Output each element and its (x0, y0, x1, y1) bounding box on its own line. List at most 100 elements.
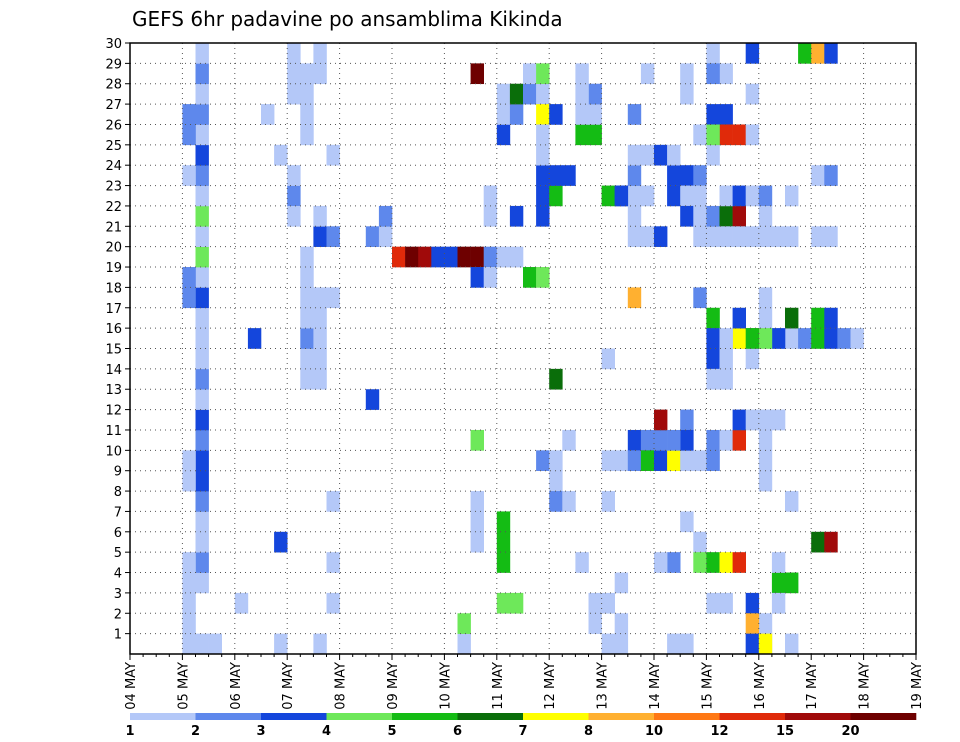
colorbar-swatch (850, 713, 917, 720)
heatmap-cell (300, 307, 314, 329)
heatmap-cell (627, 144, 642, 166)
heatmap-cell (313, 226, 327, 247)
heatmap-cell (496, 552, 511, 573)
y-axis-ticks: 1234567891011121314151617181920212223242… (105, 37, 130, 643)
heatmap-cell (706, 205, 720, 227)
x-tick-label: 13 MAY (596, 662, 611, 710)
heatmap-cell (732, 409, 746, 431)
heatmap-cell (195, 43, 209, 64)
heatmap-cell (536, 63, 550, 85)
heatmap-cell (208, 633, 222, 655)
x-tick-label: 12 MAY (543, 662, 558, 710)
heatmap-cell (745, 328, 760, 349)
heatmap-cell (300, 246, 314, 268)
heatmap-cell (588, 83, 602, 105)
y-tick-label: 8 (114, 485, 122, 500)
heatmap-cell (261, 104, 275, 125)
heatmap-cell (195, 633, 209, 655)
heatmap-cell (575, 83, 589, 105)
heatmap-cell (182, 470, 196, 492)
heatmap-cell (523, 83, 537, 105)
colorbar-swatch (261, 713, 327, 720)
y-tick-label: 18 (105, 281, 122, 296)
heatmap-cell (562, 429, 576, 451)
heatmap-cell (640, 226, 655, 247)
heatmap-cell (680, 165, 694, 186)
heatmap-cell (536, 267, 550, 288)
x-tick-label: 07 MAY (281, 662, 296, 710)
y-tick-label: 6 (114, 526, 122, 541)
heatmap-cell (627, 165, 642, 186)
heatmap-cell (300, 83, 314, 105)
heatmap-cell (745, 226, 760, 247)
heatmap-cell (496, 124, 511, 146)
x-tick-label: 11 MAY (491, 662, 506, 710)
heatmap-cell (182, 572, 196, 594)
heatmap-cell (431, 246, 445, 268)
heatmap-cell (654, 144, 668, 166)
colorbar: 1 2 3 4 5 6 7 8 10 12 15 20 (125, 713, 917, 739)
heatmap-cell (588, 592, 602, 614)
heatmap-cell (706, 43, 720, 64)
heatmap-cell (326, 287, 340, 309)
heatmap-cell (195, 124, 209, 146)
heatmap-cell (300, 287, 314, 309)
heatmap-cell (732, 185, 746, 207)
heatmap-cell (195, 409, 209, 431)
heatmap-cell (195, 328, 209, 349)
heatmap-cell (680, 633, 694, 655)
heatmap-cell (470, 511, 484, 533)
heatmap-cell (614, 450, 629, 471)
heatmap-cell (378, 205, 393, 227)
y-tick-label: 5 (114, 546, 122, 561)
heatmap-cell (706, 124, 720, 146)
heatmap-cell (483, 205, 498, 227)
heatmap-cell (234, 592, 249, 614)
heatmap-cell (562, 491, 576, 512)
heatmap-cell (601, 491, 615, 512)
heatmap-cell (732, 124, 746, 146)
heatmap-cell (732, 205, 746, 227)
heatmap-cell (182, 592, 196, 614)
heatmap-cell (575, 552, 589, 573)
heatmap-cell (195, 83, 209, 105)
x-tick-label: 14 MAY (648, 662, 663, 710)
heatmap-cell (654, 429, 668, 451)
heatmap-cell (182, 287, 196, 309)
colorbar-swatch (457, 713, 524, 720)
heatmap-cell (313, 43, 327, 64)
heatmap-cells (182, 43, 864, 655)
heatmap-cell (758, 307, 773, 329)
heatmap-cell (837, 328, 851, 349)
heatmap-cell (706, 368, 720, 390)
heatmap-cell (693, 124, 707, 146)
heatmap-cell (667, 144, 681, 166)
heatmap-cell (627, 226, 642, 247)
y-tick-label: 11 (105, 424, 122, 439)
heatmap-cell (247, 328, 262, 349)
heatmap-cell (706, 63, 720, 85)
heatmap-cell (195, 572, 209, 594)
heatmap-cell (824, 226, 838, 247)
heatmap-cell (824, 531, 838, 553)
heatmap-cell (313, 368, 327, 390)
heatmap-cell (195, 389, 209, 410)
heatmap-cell (680, 83, 694, 105)
x-tick-label: 05 MAY (176, 662, 191, 710)
heatmap-cell (523, 267, 537, 288)
y-tick-label: 13 (105, 383, 122, 398)
heatmap-cell (483, 185, 498, 207)
heatmap-cell (771, 409, 786, 431)
heatmap-cell (745, 83, 760, 105)
colorbar-swatch (392, 713, 458, 720)
heatmap-cell (195, 368, 209, 390)
heatmap-cell (195, 511, 209, 533)
y-tick-label: 15 (105, 343, 122, 358)
heatmap-cell (785, 226, 799, 247)
heatmap-cell (811, 307, 825, 329)
heatmap-cell (313, 205, 327, 227)
heatmap-cell (785, 572, 799, 594)
heatmap-cell (418, 246, 432, 268)
heatmap-cell (640, 429, 655, 451)
colorbar-swatch (523, 713, 589, 720)
